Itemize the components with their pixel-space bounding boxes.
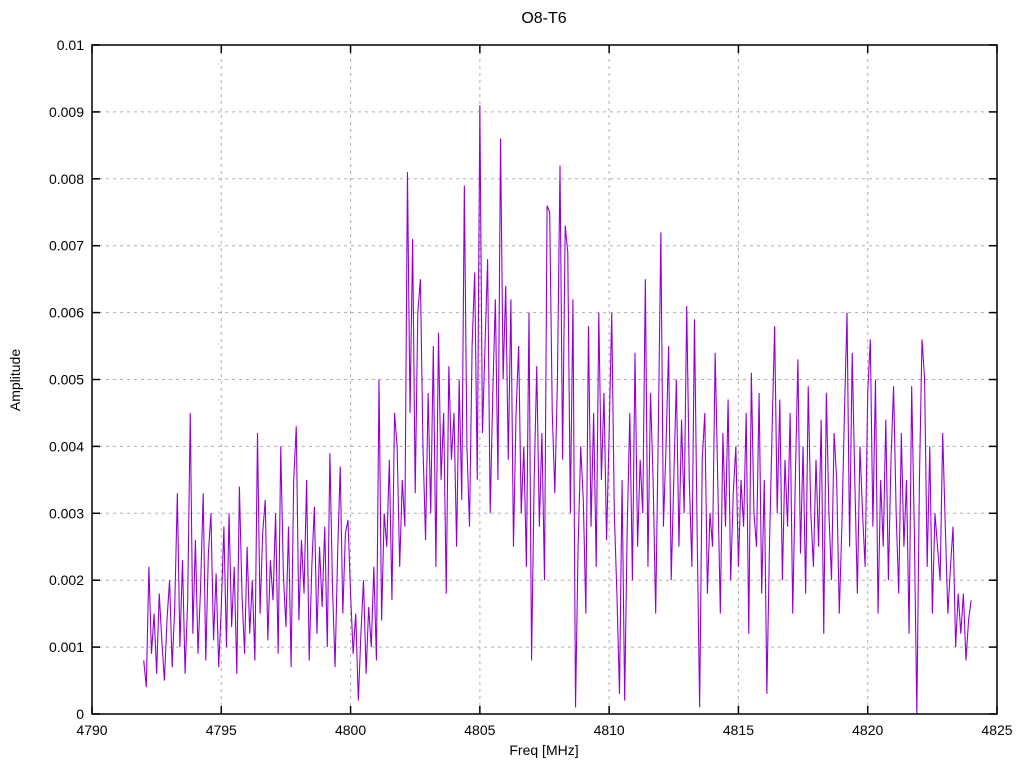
y-tick-label: 0.01 [57, 37, 84, 53]
x-tick-label: 4820 [852, 722, 883, 738]
y-axis-title: Amplitude [7, 349, 23, 411]
x-tick-label: 4810 [594, 722, 625, 738]
spectrum-series [143, 105, 972, 715]
y-tick-label: 0.003 [49, 505, 84, 521]
x-tick-label: 4825 [981, 722, 1012, 738]
x-tick-label: 4805 [464, 722, 495, 738]
x-tick-label: 4815 [723, 722, 754, 738]
x-tick-label: 4795 [206, 722, 237, 738]
y-tick-label: 0.004 [49, 438, 84, 454]
x-tick-label: 4790 [76, 722, 107, 738]
plot-border [91, 44, 998, 715]
y-tick-label: 0.007 [49, 238, 84, 254]
x-tick-label: 4800 [335, 722, 366, 738]
chart-title: O8-T6 [521, 10, 566, 27]
y-tick-label: 0.009 [49, 104, 84, 120]
y-tick-label: 0.008 [49, 171, 84, 187]
y-tick-label: 0 [76, 706, 84, 722]
y-tick-label: 0.006 [49, 305, 84, 321]
spectrum-line [143, 105, 972, 715]
y-tick-label: 0.005 [49, 372, 84, 388]
y-tick-label: 0.002 [49, 572, 84, 588]
x-axis-title: Freq [MHz] [509, 742, 578, 758]
y-tick-label: 0.001 [49, 639, 84, 655]
tick-labels: 4790 4795 4800 4805 4810 4815 4820 4825 0 0.001 0.… [49, 37, 1013, 738]
